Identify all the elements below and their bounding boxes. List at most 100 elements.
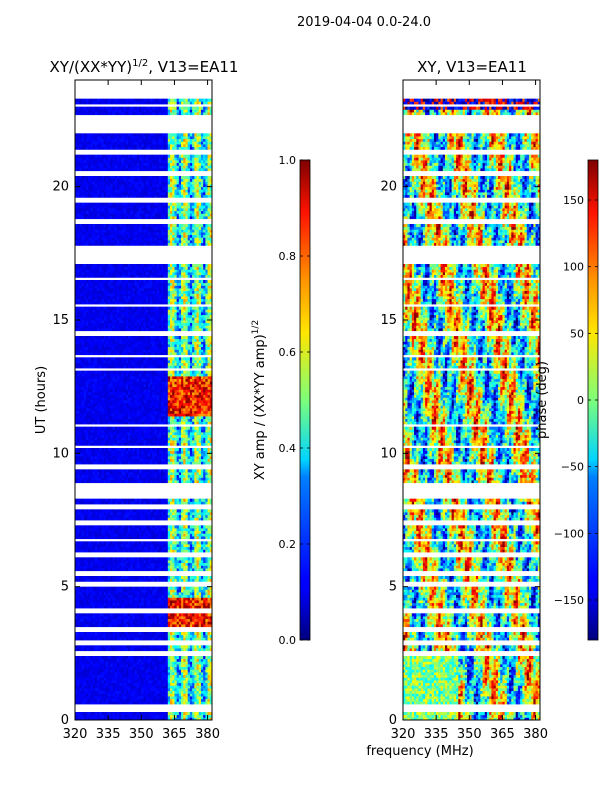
heatmap-cell [209, 429, 212, 433]
heatmap-cell [170, 448, 173, 452]
heatmap-cell [110, 576, 113, 580]
heatmap-cell [196, 472, 200, 476]
heatmap-cell [83, 658, 87, 662]
heatmap-cell [147, 666, 151, 670]
heatmap-cell [154, 440, 158, 444]
heatmap-cell [207, 600, 211, 604]
heatmap-cell [90, 541, 94, 545]
heatmap-cell [143, 589, 147, 593]
heatmap-cell [110, 469, 113, 473]
heatmap-cell [158, 437, 162, 441]
heatmap-cell [139, 656, 142, 660]
heatmap-cell [121, 592, 125, 596]
heatmap-cell [123, 656, 127, 660]
heatmap-cell [99, 600, 102, 604]
heatmap-cell [75, 448, 78, 452]
heatmap-cell [183, 666, 186, 670]
heatmap-cell [178, 696, 182, 700]
heatmap-cell [145, 544, 149, 548]
heatmap-cell [128, 568, 131, 572]
heatmap-cell [143, 701, 147, 705]
heatmap-cell [132, 696, 136, 700]
heatmap-cell [114, 693, 118, 697]
heatmap-cell [86, 530, 89, 534]
heatmap-cell [101, 717, 105, 720]
heatmap-cell [207, 562, 211, 566]
heatmap-cell [198, 696, 202, 700]
heatmap-cell [194, 477, 197, 481]
heatmap-cell [139, 578, 142, 582]
heatmap-cell [147, 509, 151, 513]
heatmap-cell [125, 674, 129, 678]
heatmap-cell [97, 456, 100, 460]
heatmap-cell [134, 434, 138, 438]
heatmap-cell [192, 621, 195, 625]
heatmap-cell [198, 632, 202, 636]
heatmap-cell [101, 501, 105, 505]
heatmap-cell [181, 442, 184, 446]
heatmap-cell [172, 634, 175, 638]
heatmap-cell [90, 661, 94, 665]
heatmap-cell [158, 546, 162, 550]
heatmap-cell [200, 469, 204, 473]
heatmap-cell [136, 568, 140, 572]
heatmap-cell [203, 565, 206, 569]
heatmap-cell [112, 474, 116, 478]
heatmap-cell [97, 453, 100, 457]
heatmap-cell [86, 613, 89, 617]
heatmap-cell [139, 701, 142, 705]
heatmap-cell [94, 669, 98, 673]
heatmap-cell [101, 669, 105, 673]
heatmap-cell [147, 600, 151, 604]
heatmap-cell [158, 690, 162, 694]
heatmap-cell [103, 632, 107, 636]
heatmap-cell [154, 658, 158, 662]
heatmap-cell [94, 565, 98, 569]
heatmap-cell [145, 632, 149, 636]
heatmap-cell [79, 536, 83, 540]
heatmap-cell [209, 666, 212, 670]
heatmap-cell [143, 658, 147, 662]
heatmap-cell [194, 613, 197, 617]
heatmap-cell [81, 693, 85, 697]
heatmap-cell [79, 560, 83, 564]
heatmap-cell [194, 714, 197, 718]
heatmap-cell [114, 450, 118, 454]
heatmap-cell [103, 586, 107, 590]
heatmap-cell [114, 472, 118, 476]
heatmap-cell [174, 477, 178, 481]
heatmap-cell [189, 458, 193, 462]
heatmap-cell [123, 674, 127, 678]
heatmap-cell [75, 546, 78, 550]
heatmap-cell [198, 714, 202, 718]
heatmap-cell [161, 568, 164, 572]
heatmap-cell [161, 586, 164, 590]
heatmap-cell [132, 669, 136, 673]
heatmap-cell [110, 637, 113, 641]
heatmap-cell [86, 616, 89, 620]
heatmap-cell [88, 448, 91, 452]
heatmap-cell [196, 669, 200, 673]
heatmap-cell [158, 429, 162, 433]
heatmap-cell [147, 512, 151, 516]
heatmap-cell [176, 624, 180, 628]
heatmap-cell [200, 565, 204, 569]
heatmap-cell [178, 432, 182, 436]
heatmap-cell [101, 450, 105, 454]
heatmap-cell [79, 613, 83, 617]
heatmap-cell [165, 677, 169, 681]
heatmap-cell [163, 450, 166, 454]
heatmap-cell [161, 434, 164, 438]
heatmap-cell [110, 658, 113, 662]
heatmap-cell [108, 685, 111, 689]
heatmap-cell [145, 637, 149, 641]
heatmap-cell [178, 434, 182, 438]
heatmap-cell [125, 589, 129, 593]
heatmap-cell [167, 656, 171, 660]
heatmap-cell [152, 525, 155, 529]
heatmap-cell [176, 549, 180, 553]
heatmap-cell [200, 501, 204, 505]
heatmap-cell [174, 509, 178, 513]
heatmap-cell [136, 442, 140, 446]
heatmap-cell [136, 682, 140, 686]
